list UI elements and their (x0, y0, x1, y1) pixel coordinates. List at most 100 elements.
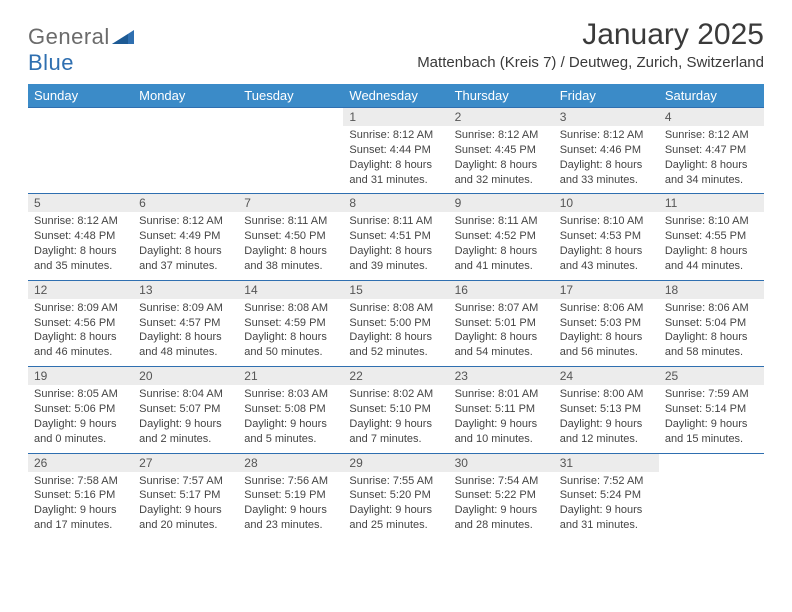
day-number-row: 19202122232425 (28, 367, 764, 386)
day-number-cell: 2 (449, 108, 554, 127)
day-number-cell: 1 (343, 108, 448, 127)
day-detail-row: Sunrise: 8:05 AMSunset: 5:06 PMDaylight:… (28, 385, 764, 453)
weekday-header: Thursday (449, 84, 554, 108)
day-number-cell: 29 (343, 453, 448, 472)
day-number-cell: 4 (659, 108, 764, 127)
day-detail-cell: Sunrise: 8:12 AMSunset: 4:45 PMDaylight:… (449, 126, 554, 194)
day-number-cell: 31 (554, 453, 659, 472)
day-number-cell: 11 (659, 194, 764, 213)
weekday-header: Tuesday (238, 84, 343, 108)
day-number-row: 1234 (28, 108, 764, 127)
day-detail-row: Sunrise: 8:09 AMSunset: 4:56 PMDaylight:… (28, 299, 764, 367)
day-detail-cell: Sunrise: 8:12 AMSunset: 4:46 PMDaylight:… (554, 126, 659, 194)
day-detail-row: Sunrise: 8:12 AMSunset: 4:48 PMDaylight:… (28, 212, 764, 280)
day-number-cell: 10 (554, 194, 659, 213)
day-number-row: 12131415161718 (28, 280, 764, 299)
weekday-header: Friday (554, 84, 659, 108)
day-number-cell: 22 (343, 367, 448, 386)
day-detail-cell: Sunrise: 7:56 AMSunset: 5:19 PMDaylight:… (238, 472, 343, 539)
day-detail-cell: Sunrise: 8:04 AMSunset: 5:07 PMDaylight:… (133, 385, 238, 453)
day-number-row: 567891011 (28, 194, 764, 213)
logo-triangle-icon (112, 24, 134, 49)
day-detail-cell (238, 126, 343, 194)
day-detail-cell: Sunrise: 8:00 AMSunset: 5:13 PMDaylight:… (554, 385, 659, 453)
day-number-cell: 16 (449, 280, 554, 299)
day-detail-cell: Sunrise: 7:57 AMSunset: 5:17 PMDaylight:… (133, 472, 238, 539)
day-number-cell (659, 453, 764, 472)
day-number-cell: 25 (659, 367, 764, 386)
day-detail-cell: Sunrise: 8:08 AMSunset: 4:59 PMDaylight:… (238, 299, 343, 367)
weekday-header: Wednesday (343, 84, 448, 108)
day-detail-cell: Sunrise: 8:11 AMSunset: 4:52 PMDaylight:… (449, 212, 554, 280)
day-detail-cell: Sunrise: 8:09 AMSunset: 4:56 PMDaylight:… (28, 299, 133, 367)
weekday-header: Saturday (659, 84, 764, 108)
day-detail-cell: Sunrise: 8:09 AMSunset: 4:57 PMDaylight:… (133, 299, 238, 367)
day-number-cell: 20 (133, 367, 238, 386)
day-number-cell: 17 (554, 280, 659, 299)
day-detail-cell: Sunrise: 7:59 AMSunset: 5:14 PMDaylight:… (659, 385, 764, 453)
day-number-cell: 26 (28, 453, 133, 472)
day-detail-cell: Sunrise: 8:12 AMSunset: 4:49 PMDaylight:… (133, 212, 238, 280)
logo-part2: Blue (28, 50, 74, 75)
day-detail-row: Sunrise: 7:58 AMSunset: 5:16 PMDaylight:… (28, 472, 764, 539)
day-detail-cell: Sunrise: 8:06 AMSunset: 5:04 PMDaylight:… (659, 299, 764, 367)
day-detail-cell: Sunrise: 8:11 AMSunset: 4:51 PMDaylight:… (343, 212, 448, 280)
day-number-cell: 12 (28, 280, 133, 299)
day-detail-cell: Sunrise: 8:06 AMSunset: 5:03 PMDaylight:… (554, 299, 659, 367)
day-detail-cell: Sunrise: 8:07 AMSunset: 5:01 PMDaylight:… (449, 299, 554, 367)
day-detail-cell: Sunrise: 8:11 AMSunset: 4:50 PMDaylight:… (238, 212, 343, 280)
day-detail-cell: Sunrise: 8:10 AMSunset: 4:55 PMDaylight:… (659, 212, 764, 280)
day-detail-cell: Sunrise: 8:10 AMSunset: 4:53 PMDaylight:… (554, 212, 659, 280)
day-detail-cell: Sunrise: 8:03 AMSunset: 5:08 PMDaylight:… (238, 385, 343, 453)
logo-text: GeneralBlue (28, 24, 134, 76)
day-detail-cell: Sunrise: 8:12 AMSunset: 4:47 PMDaylight:… (659, 126, 764, 194)
day-number-cell: 19 (28, 367, 133, 386)
day-detail-cell (659, 472, 764, 539)
day-detail-cell: Sunrise: 7:55 AMSunset: 5:20 PMDaylight:… (343, 472, 448, 539)
day-number-row: 262728293031 (28, 453, 764, 472)
day-detail-cell (133, 126, 238, 194)
day-number-cell: 24 (554, 367, 659, 386)
day-number-cell: 18 (659, 280, 764, 299)
calendar-header-row: Sunday Monday Tuesday Wednesday Thursday… (28, 84, 764, 108)
day-detail-cell: Sunrise: 7:52 AMSunset: 5:24 PMDaylight:… (554, 472, 659, 539)
day-number-cell: 5 (28, 194, 133, 213)
day-detail-cell: Sunrise: 7:58 AMSunset: 5:16 PMDaylight:… (28, 472, 133, 539)
day-detail-cell: Sunrise: 8:08 AMSunset: 5:00 PMDaylight:… (343, 299, 448, 367)
day-detail-cell: Sunrise: 8:05 AMSunset: 5:06 PMDaylight:… (28, 385, 133, 453)
day-number-cell: 7 (238, 194, 343, 213)
day-detail-cell: Sunrise: 8:01 AMSunset: 5:11 PMDaylight:… (449, 385, 554, 453)
day-number-cell: 14 (238, 280, 343, 299)
day-number-cell: 15 (343, 280, 448, 299)
day-detail-cell (28, 126, 133, 194)
day-number-cell: 6 (133, 194, 238, 213)
calendar-body: 1234Sunrise: 8:12 AMSunset: 4:44 PMDayli… (28, 108, 764, 539)
day-detail-cell: Sunrise: 8:02 AMSunset: 5:10 PMDaylight:… (343, 385, 448, 453)
month-title: January 2025 (417, 18, 764, 52)
day-detail-cell: Sunrise: 8:12 AMSunset: 4:48 PMDaylight:… (28, 212, 133, 280)
day-number-cell: 21 (238, 367, 343, 386)
day-number-cell: 23 (449, 367, 554, 386)
calendar-page: GeneralBlue January 2025 Mattenbach (Kre… (0, 0, 792, 612)
day-detail-row: Sunrise: 8:12 AMSunset: 4:44 PMDaylight:… (28, 126, 764, 194)
day-number-cell (238, 108, 343, 127)
day-number-cell: 8 (343, 194, 448, 213)
weekday-header: Sunday (28, 84, 133, 108)
header: GeneralBlue January 2025 Mattenbach (Kre… (28, 18, 764, 76)
day-number-cell: 28 (238, 453, 343, 472)
logo-part1: General (28, 24, 110, 49)
day-number-cell: 13 (133, 280, 238, 299)
title-block: January 2025 Mattenbach (Kreis 7) / Deut… (417, 18, 764, 71)
day-number-cell: 3 (554, 108, 659, 127)
weekday-header: Monday (133, 84, 238, 108)
day-number-cell (133, 108, 238, 127)
logo: GeneralBlue (28, 24, 134, 76)
day-number-cell: 9 (449, 194, 554, 213)
day-detail-cell: Sunrise: 8:12 AMSunset: 4:44 PMDaylight:… (343, 126, 448, 194)
location-text: Mattenbach (Kreis 7) / Deutweg, Zurich, … (417, 54, 764, 71)
day-number-cell: 30 (449, 453, 554, 472)
day-detail-cell: Sunrise: 7:54 AMSunset: 5:22 PMDaylight:… (449, 472, 554, 539)
calendar-table: Sunday Monday Tuesday Wednesday Thursday… (28, 84, 764, 539)
day-number-cell: 27 (133, 453, 238, 472)
day-number-cell (28, 108, 133, 127)
